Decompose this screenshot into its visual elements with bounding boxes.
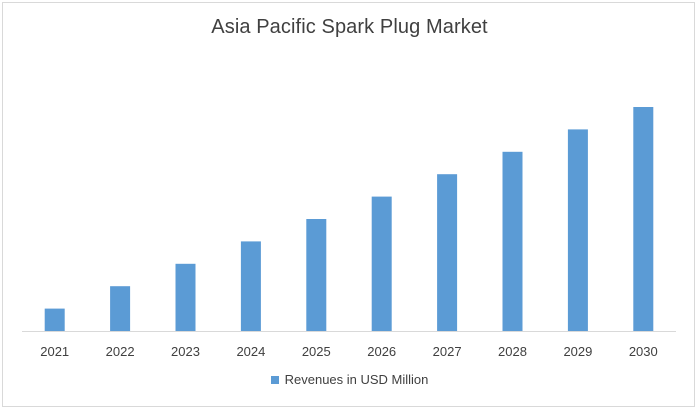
chart-title: Asia Pacific Spark Plug Market (211, 16, 488, 38)
x-tick-label-2027: 2027 (433, 344, 462, 359)
bar-2026 (371, 196, 392, 331)
x-tick-label-2025: 2025 (302, 344, 331, 359)
x-tick-label-2028: 2028 (498, 344, 527, 359)
x-tick-label-2029: 2029 (563, 344, 592, 359)
legend: Revenues in USD Million (0, 372, 699, 387)
x-tick-label-2022: 2022 (106, 344, 135, 359)
legend-swatch (270, 375, 279, 384)
x-tick-label-2024: 2024 (236, 344, 265, 359)
bar-2028 (502, 151, 523, 331)
bar-2029 (567, 129, 588, 331)
bar-2027 (437, 174, 458, 331)
bar-2022 (110, 286, 131, 331)
bars-layer (44, 107, 654, 331)
x-tick-label-2026: 2026 (367, 344, 396, 359)
bar-2024 (240, 241, 261, 331)
x-tick-label-2023: 2023 (171, 344, 200, 359)
x-tick-label-2021: 2021 (40, 344, 69, 359)
legend-label: Revenues in USD Million (284, 372, 429, 387)
x-tick-labels: 2021 2022 2023 2024 2025 2026 2027 2028 2029 2030 (40, 344, 658, 359)
bar-2030 (633, 107, 654, 331)
x-tick-label-2030: 2030 (629, 344, 658, 359)
bar-2021 (44, 308, 65, 331)
bar-2025 (306, 219, 327, 331)
bar-2023 (175, 263, 196, 331)
